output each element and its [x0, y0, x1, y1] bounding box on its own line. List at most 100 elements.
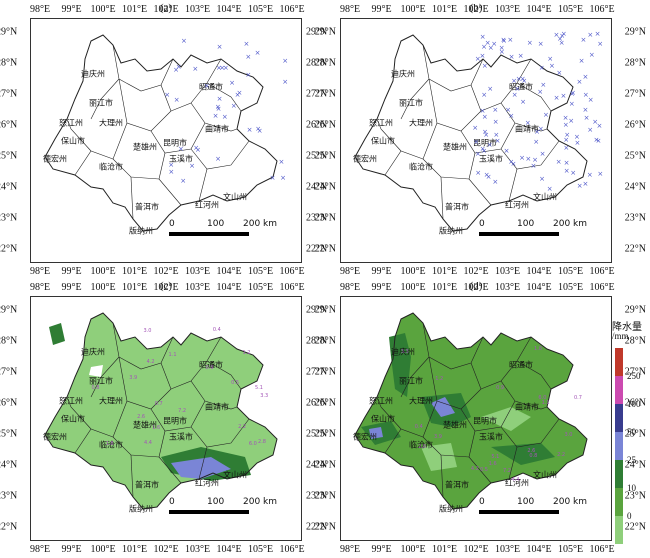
latitude-tick-label: 27°N — [306, 88, 328, 100]
rain-value-label: 7.2 — [178, 407, 187, 414]
rain-value-label: 0.9 — [205, 364, 214, 371]
longitude-tick-label: 106°E — [279, 4, 305, 15]
station-marker: × — [533, 137, 540, 146]
city-label: 昭通市 — [509, 82, 533, 92]
longitude-tick-label: 105°E — [247, 4, 274, 15]
prefecture-boundary-4 — [516, 82, 552, 112]
station-marker: × — [573, 133, 580, 142]
station-marker: × — [192, 64, 199, 73]
station-marker: × — [491, 40, 498, 49]
city-label: 昆明市 — [163, 416, 187, 426]
rain-value-label: 1.6 — [152, 425, 161, 432]
station-marker: × — [538, 63, 545, 72]
city-label: 临沧市 — [99, 162, 123, 172]
latitude-tick-label: 26°N — [314, 119, 336, 131]
city-label: 楚雄州 — [443, 420, 467, 430]
longitude-tick-label: 102°E — [153, 4, 179, 15]
map-panel-d: (d) 迪庆州 丽江市 怒江州 大理州 保山市 德宏州 临沧市 楚雄州 昆明市 曲靖市 昭通市 玉溪市… — [306, 280, 646, 555]
latitude-tick-label: 24°N — [306, 459, 328, 471]
prefecture-boundary-12 — [198, 446, 208, 480]
station-marker: × — [216, 94, 223, 103]
prefecture-boundary-4 — [206, 360, 242, 390]
rain-value-label: 0.8 — [91, 384, 100, 391]
station-marker: × — [520, 98, 527, 107]
legend-title: 降水量 — [612, 322, 642, 333]
latitude-tick-label: 25°N — [624, 428, 646, 440]
legend-level-label: 50 — [627, 427, 636, 437]
latitude-tick-label: 24°N — [624, 459, 646, 471]
scale-bar-label: 100 — [517, 497, 535, 507]
longitude-tick-label: 100°E — [400, 544, 426, 555]
longitude-tick-label: 105°E — [557, 266, 584, 277]
station-marker: × — [562, 113, 569, 122]
scale-bar-line — [169, 510, 249, 514]
city-label: 红河州 — [195, 478, 219, 488]
station-marker: × — [521, 77, 528, 86]
city-label: 楚雄州 — [133, 142, 157, 152]
station-marker: × — [569, 89, 575, 98]
station-marker: × — [475, 150, 481, 159]
station-marker: × — [168, 167, 175, 176]
scale-bar-label: 0 — [479, 497, 485, 507]
city-label: 昭通市 — [199, 360, 223, 370]
station-marker: × — [569, 88, 576, 97]
station-marker: × — [546, 184, 553, 193]
station-marker: × — [524, 119, 531, 128]
station-marker: × — [556, 69, 563, 78]
latitude-tick-label: 28°N — [306, 57, 328, 69]
scale-bar: 0 100 200 km — [479, 219, 599, 247]
longitude-tick-label: 103°E — [184, 4, 211, 15]
longitude-tick-label: 106°E — [589, 266, 615, 277]
city-label: 普洱市 — [445, 202, 469, 212]
legend-color-box — [615, 404, 623, 432]
rain-value-label: 7.2 — [503, 468, 511, 475]
station-marker: × — [537, 88, 544, 97]
scale-bar-label: 100 — [517, 219, 535, 229]
prefecture-boundary-11 — [376, 118, 402, 152]
station-marker: × — [475, 168, 482, 177]
station-marker: × — [563, 136, 570, 145]
longitude-tick-label: 98°E — [29, 266, 51, 277]
city-label: 红河州 — [505, 200, 529, 210]
latitude-tick-label: 24°N — [314, 459, 336, 471]
longitude-tick-label: 100°E — [90, 266, 116, 277]
station-marker: × — [595, 137, 602, 146]
station-marker: × — [222, 64, 229, 73]
legend-color-box — [615, 488, 623, 516]
city-label: 昆明市 — [473, 138, 497, 148]
station-marker: × — [234, 90, 241, 99]
city-label: 保山市 — [61, 414, 85, 424]
station-marker: × — [485, 173, 492, 182]
longitude-tick-label: 102°E — [463, 4, 489, 15]
station-marker: × — [540, 81, 547, 90]
longitude-tick-label: 99°E — [371, 544, 392, 555]
latitude-tick-label: 22°N — [306, 521, 328, 533]
latitude-tick-label: 29°N — [306, 26, 328, 38]
longitude-tick-label: 98°E — [339, 282, 361, 293]
station-marker: × — [212, 111, 219, 120]
city-label: 普洱市 — [445, 480, 469, 490]
station-marker: × — [587, 30, 594, 39]
station-marker: × — [164, 90, 171, 99]
station-marker: × — [514, 84, 521, 93]
prefecture-boundary-11 — [376, 396, 402, 430]
legend-level-label: 10 — [627, 483, 636, 493]
prefecture-boundary-6 — [460, 400, 516, 432]
longitude-tick-label: 105°E — [557, 4, 584, 15]
precip-area-2 — [431, 397, 455, 417]
station-marker: × — [173, 95, 180, 104]
prefecture-boundary-12 — [508, 168, 518, 202]
longitude-tick-label: 105°E — [247, 544, 274, 555]
station-marker: × — [481, 147, 487, 156]
station-marker: × — [479, 52, 486, 61]
city-label: 怒江州 — [369, 396, 393, 406]
scale-bar-line — [479, 510, 559, 514]
longitude-tick-label: 106°E — [279, 282, 305, 293]
station-marker: × — [592, 118, 599, 127]
latitude-tick-label: 29°N — [314, 304, 336, 316]
station-marker: × — [508, 157, 515, 166]
station-marker: × — [539, 175, 545, 184]
scale-bar: 0 100 200 km — [479, 497, 599, 525]
station-marker: × — [494, 136, 501, 145]
longitude-tick-label: 102°E — [153, 282, 179, 293]
